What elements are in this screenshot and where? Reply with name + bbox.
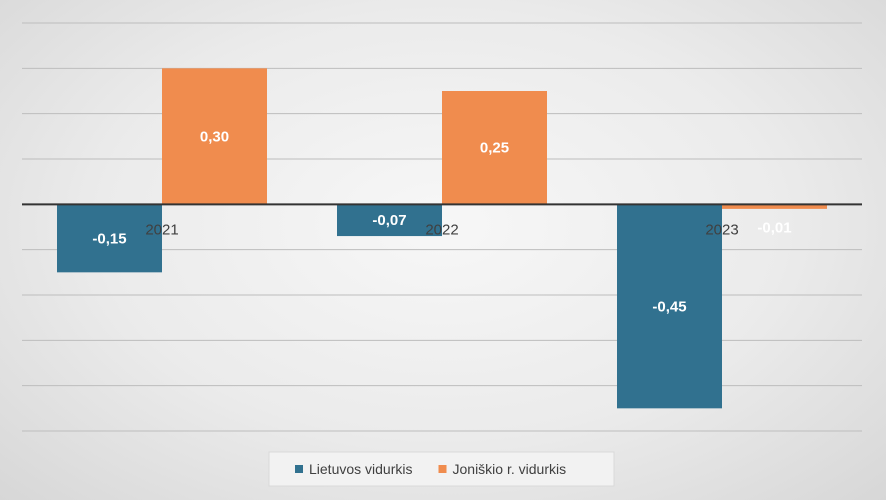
category-label-2021: 2021 <box>145 221 178 238</box>
data-label: -0,45 <box>652 298 686 315</box>
category-labels: 2021 2022 2023 <box>145 221 738 238</box>
category-label-2022: 2022 <box>425 221 458 238</box>
data-label: 0,25 <box>480 140 509 157</box>
bar-2022-series-2 <box>442 91 547 205</box>
data-labels: -0,15 0,30 -0,07 0,25 -0,45 -0,01 <box>92 128 791 315</box>
legend-label-1: Lietuvos vidurkis <box>309 461 413 477</box>
data-label: -0,01 <box>757 219 791 236</box>
data-label: 0,30 <box>200 128 229 145</box>
bar-2023-series-1 <box>617 204 722 409</box>
bar-2023-series-2 <box>722 204 827 209</box>
bar-2021-series-1 <box>57 204 162 273</box>
data-label: -0,07 <box>372 212 406 229</box>
legend-swatch-1 <box>295 465 303 473</box>
legend-swatch-2 <box>438 465 447 473</box>
bar-2021-series-2 <box>162 68 267 205</box>
legend: Lietuvos vidurkis Joniškio r. vidurkis <box>268 451 615 487</box>
legend-label-2: Joniškio r. vidurkis <box>453 461 567 477</box>
category-label-2023: 2023 <box>705 221 738 238</box>
data-label: -0,15 <box>92 230 126 247</box>
bar-2022-series-1 <box>337 204 442 237</box>
bars <box>57 68 827 409</box>
